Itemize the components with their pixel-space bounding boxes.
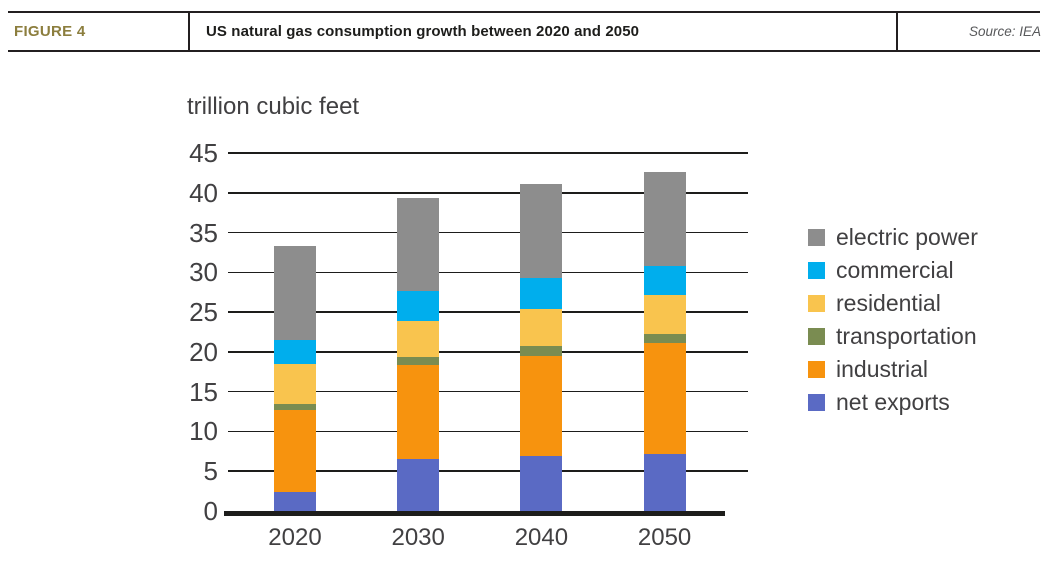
legend-label: net exports	[836, 389, 950, 415]
y-tick-label-20: 20	[189, 336, 218, 367]
gridline-20	[228, 351, 748, 353]
gridline-5	[228, 470, 748, 472]
legend-swatch-electric-power	[808, 229, 825, 246]
gridline-45	[228, 152, 748, 154]
bar-segment-2050-transportation	[643, 333, 686, 344]
bar-segment-2020-commercial	[274, 340, 316, 365]
header-bottom-rule	[8, 50, 1040, 52]
bar-segment-2040-industrial	[520, 355, 563, 457]
bar-segment-2040-electric-power	[520, 184, 563, 278]
header-divider-right	[896, 11, 898, 52]
y-tick-label-40: 40	[189, 177, 218, 208]
legend-label: transportation	[836, 323, 977, 349]
legend-swatch-transportation	[808, 328, 825, 345]
figure-title: US natural gas consumption growth betwee…	[206, 23, 640, 40]
bar-segment-2030-residential	[397, 320, 440, 358]
legend-label: electric power	[836, 224, 978, 250]
bar-segment-2030-net-exports	[397, 459, 440, 511]
y-tick-label-45: 45	[189, 138, 218, 168]
bar-segment-2050-commercial	[643, 265, 686, 295]
gridline-10	[228, 430, 748, 433]
figure-source: Source: IEA	[968, 24, 1041, 39]
bar-segment-2050-electric-power	[643, 172, 686, 266]
chart-legend: electric power commercial residential trans…	[808, 221, 978, 419]
legend-item-net-exports: net exports	[808, 386, 978, 419]
bar-segment-2050-industrial	[643, 343, 686, 454]
y-tick-label-0: 0	[203, 496, 218, 526]
y-tick-label-25: 25	[189, 297, 218, 328]
legend-item-commercial: commercial	[808, 254, 978, 287]
gridline-35	[228, 231, 748, 234]
bar-segment-2020-transportation	[274, 403, 316, 410]
gridline-15	[228, 390, 748, 393]
gridline-30	[228, 271, 748, 274]
bar-segment-2030-electric-power	[397, 197, 440, 292]
legend-swatch-net-exports	[808, 394, 825, 411]
legend-swatch-residential	[808, 295, 825, 312]
gridline-25	[228, 311, 748, 313]
legend-item-residential: residential	[808, 287, 978, 320]
y-axis-unit-label: trillion cubic feet	[187, 93, 360, 120]
legend-item-industrial: industrial	[808, 353, 978, 386]
y-tick-label-10: 10	[189, 416, 218, 447]
gridline-40	[228, 192, 748, 194]
header-divider-left	[188, 11, 190, 52]
bar-segment-2020-net-exports	[274, 491, 316, 511]
x-axis-label-2030: 2030	[391, 524, 445, 551]
x-axis-label-2050: 2050	[637, 524, 692, 551]
bar-segment-2040-net-exports	[520, 456, 563, 511]
y-tick-label-15: 15	[189, 376, 218, 407]
x-axis-line	[224, 511, 725, 516]
legend-label: industrial	[836, 356, 929, 382]
bar-segment-2040-commercial	[520, 277, 563, 309]
x-axis-label-2040: 2040	[514, 524, 569, 551]
legend-label: residential	[836, 290, 941, 316]
bar-segment-2020-electric-power	[274, 245, 316, 341]
x-axis-label-2020: 2020	[268, 524, 322, 551]
bar-segment-2030-commercial	[397, 291, 440, 321]
y-tick-label-30: 30	[189, 257, 218, 288]
y-tick-label-5: 5	[203, 456, 218, 487]
legend-item-transportation: transportation	[808, 320, 978, 353]
legend-swatch-commercial	[808, 262, 825, 279]
bar-segment-2030-industrial	[397, 365, 440, 460]
header-top-rule	[8, 11, 1040, 13]
bar-segment-2020-industrial	[274, 409, 316, 492]
bar-segment-2050-residential	[643, 294, 686, 334]
figure-label: FIGURE 4	[14, 23, 86, 40]
legend-swatch-industrial	[808, 361, 825, 378]
legend-item-electric-power: electric power	[808, 221, 978, 254]
bar-segment-2020-residential	[274, 364, 316, 404]
y-tick-label-35: 35	[189, 217, 218, 248]
bar-segment-2040-transportation	[520, 346, 563, 356]
bar-segment-2030-transportation	[397, 357, 440, 366]
bar-segment-2040-residential	[520, 308, 563, 347]
bar-segment-2050-net-exports	[643, 453, 686, 511]
legend-label: commercial	[836, 257, 954, 283]
